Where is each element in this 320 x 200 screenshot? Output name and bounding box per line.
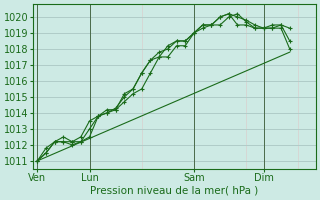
X-axis label: Pression niveau de la mer( hPa ): Pression niveau de la mer( hPa ) bbox=[90, 186, 259, 196]
